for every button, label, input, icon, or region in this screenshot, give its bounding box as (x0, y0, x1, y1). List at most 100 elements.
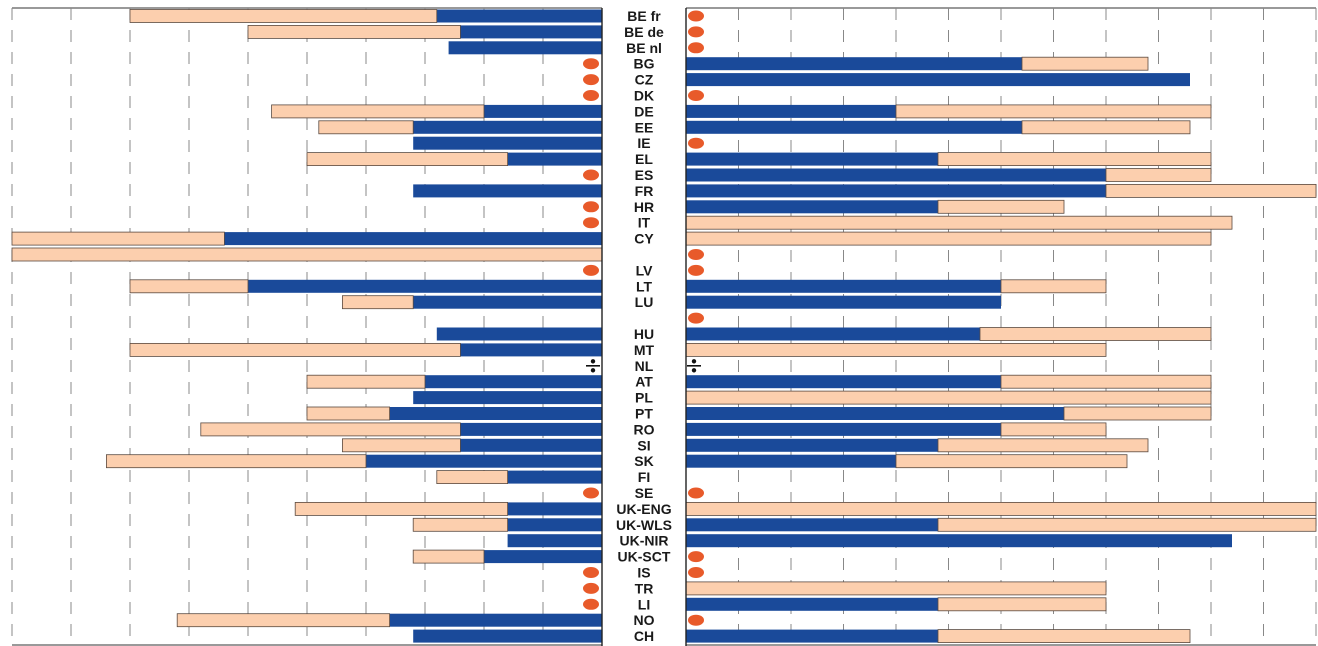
right-bar-secondary (1105, 183, 1317, 198)
category-label: UK-WLS (616, 517, 672, 533)
category-label: CH (634, 628, 654, 644)
left-not-applicable-marker (583, 90, 599, 101)
right-not-applicable-marker (688, 487, 704, 499)
category-label: SI (637, 437, 650, 453)
left-bar-primary (413, 136, 602, 150)
right-bar-primary (686, 104, 896, 118)
right-bar-secondary (685, 501, 1317, 516)
right-not-applicable-marker (688, 42, 704, 54)
right-bar-primary (686, 184, 1106, 198)
right-bar-primary (686, 295, 1001, 309)
category-label: BE nl (626, 40, 662, 56)
right-bar-secondary (937, 152, 1212, 167)
left-bar-primary (448, 41, 602, 55)
category-label: LU (635, 294, 654, 310)
right-bar-secondary (685, 390, 1212, 405)
right-bar-secondary (895, 454, 1128, 469)
left-bar-primary (425, 375, 602, 389)
category-label: SK (634, 453, 653, 469)
left-bar-primary (413, 391, 602, 405)
right-bar-primary (686, 407, 1064, 420)
right-bar-secondary (685, 215, 1233, 230)
right-bar-primary (686, 375, 1001, 389)
right-not-applicable-marker (688, 249, 704, 260)
category-label: DK (634, 88, 654, 104)
right-not-applicable-marker (688, 567, 704, 578)
right-bar-secondary (685, 231, 1212, 246)
right-bar-primary (686, 422, 1001, 436)
left-bar-primary (366, 454, 602, 468)
right-bar-primary (686, 327, 980, 341)
left-bar-primary (413, 184, 602, 198)
right-bar-primary (686, 518, 938, 532)
category-label: FI (638, 469, 650, 485)
left-bar-primary (436, 9, 602, 23)
right-bar-secondary (937, 597, 1107, 612)
right-bar-secondary (937, 517, 1317, 532)
left-bar-secondary (341, 438, 461, 453)
left-not-applicable-marker (583, 58, 599, 70)
left-bar-secondary (436, 470, 508, 485)
left-bar-secondary (247, 24, 461, 39)
left-bar-primary (507, 518, 602, 532)
category-label: UK-ENG (616, 501, 671, 517)
category-label: BE de (624, 24, 664, 40)
category-label: NO (634, 612, 655, 628)
category-label: IT (638, 215, 651, 231)
category-label: RO (634, 421, 655, 437)
right-bar-secondary (685, 342, 1107, 357)
right-bar-primary (686, 73, 1190, 87)
category-label: EE (635, 119, 654, 135)
left-bar-secondary (306, 374, 426, 389)
category-label: UK-NIR (620, 533, 669, 549)
right-not-applicable-marker (688, 264, 704, 276)
right-not-applicable-marker (688, 137, 704, 149)
category-label: FR (635, 183, 654, 199)
right-bar-secondary (1000, 374, 1212, 389)
category-label: PT (635, 406, 653, 422)
category-label: HU (634, 326, 654, 342)
left-bar-primary (507, 534, 602, 548)
left-bar-secondary (11, 231, 225, 246)
left-bar-secondary (271, 104, 485, 119)
left-bar-secondary (129, 342, 461, 357)
left-bar-secondary (318, 120, 414, 135)
right-bar-secondary (1063, 406, 1212, 421)
right-not-applicable-marker (688, 551, 704, 563)
category-label: LT (636, 278, 653, 294)
left-not-applicable-marker (583, 598, 599, 610)
right-not-applicable-marker (688, 26, 704, 38)
left-bar-secondary (129, 9, 438, 23)
right-bar-secondary (895, 104, 1212, 119)
category-label: NL (635, 358, 654, 374)
left-bar-secondary (306, 406, 390, 421)
left-not-applicable-marker (583, 74, 599, 86)
left-not-applicable-marker (583, 582, 599, 594)
category-label: LV (636, 262, 654, 278)
right-bar-primary (686, 438, 938, 452)
left-bar-primary (484, 550, 602, 564)
right-bar-primary (686, 597, 938, 611)
right-bar-secondary (1021, 56, 1149, 71)
right-bar-secondary (1021, 120, 1191, 135)
right-bar-primary (686, 120, 1022, 134)
left-bar-primary (460, 25, 602, 39)
left-not-applicable-marker (583, 264, 599, 276)
left-not-applicable-marker (583, 217, 599, 229)
category-label: ES (635, 167, 654, 183)
left-bar-primary (507, 502, 602, 516)
category-label: LI (638, 596, 650, 612)
left-bar-secondary (176, 613, 390, 628)
category-label: MT (634, 342, 655, 358)
right-bar-primary (686, 168, 1106, 182)
left-na-sign-dot-top (590, 359, 596, 364)
category-label: IE (637, 135, 650, 151)
right-bar-primary (686, 152, 938, 166)
category-label: PL (635, 390, 653, 406)
category-label: TR (635, 580, 654, 596)
left-bar-primary (224, 232, 602, 246)
left-bar-primary (507, 470, 602, 484)
category-label: BE fr (627, 8, 661, 24)
category-label: AT (635, 374, 653, 390)
left-bar-secondary (341, 295, 414, 310)
